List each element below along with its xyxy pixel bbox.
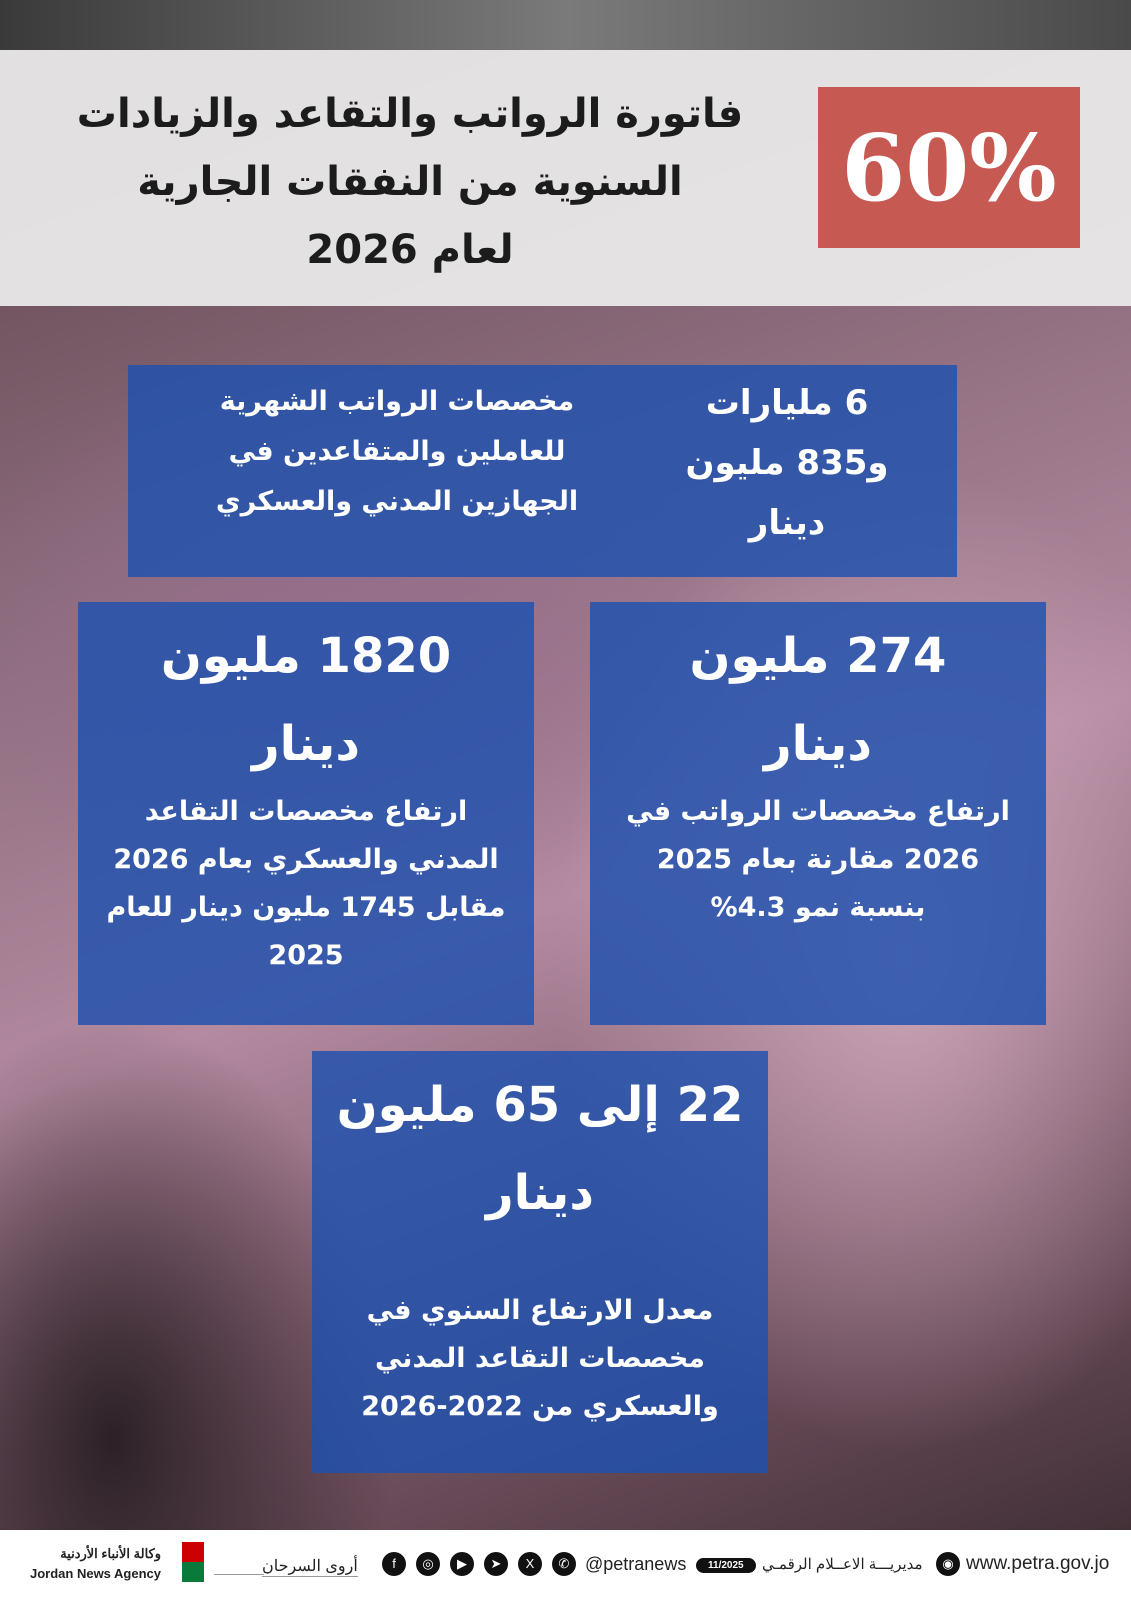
desc-line: مخصصات التقاعد المدني [374,1343,706,1374]
stat-description: مخصصات الرواتب الشهرية للعاملين والمتقاع… [167,377,627,527]
whatsapp-icon[interactable]: ✆ [552,1552,576,1576]
telegram-icon[interactable]: ➤ [484,1552,508,1576]
stat-value: 22 إلى 65 مليون دينار [312,1061,768,1237]
value-line: 1820 مليون [160,628,452,684]
instagram-icon[interactable]: ◎ [416,1552,440,1576]
title-line: السنوية من النفقات الجارية [137,159,683,205]
page-title: فاتورة الرواتب والتقاعد والزيادات السنوي… [40,80,780,284]
stat-value: 1820 مليون دينار [78,612,534,788]
globe-icon: ◉ [936,1552,960,1576]
desc-line: ارتفاع مخصصات الرواتب في [626,796,1010,827]
stat-box-salary-increase: 274 مليون دينار ارتفاع مخصصات الرواتب في… [590,602,1046,1025]
social-handle[interactable]: @petranews [585,1554,687,1574]
desc-line: والعسكري من 2022-2026 [361,1391,719,1422]
stat-value: 274 مليون دينار [590,612,1046,788]
value-line: و835 مليون [685,443,889,483]
social-icons: f ◎ ▶ ➤ X ✆ [372,1552,576,1576]
value-line: دينار [748,503,826,543]
stat-box-monthly-salaries: 6 مليارات و835 مليون دينار مخصصات الروات… [128,365,957,577]
desc-line: 2025 [268,940,344,971]
stat-box-pension-increase: 1820 مليون دينار ارتفاع مخصصات التقاعد ا… [78,602,534,1025]
department-name: مديريـــة الاعــلام الرقمـي [762,1556,923,1573]
desc-line: بنسبة نمو 4.3% [710,892,926,923]
value-line: 22 إلى 65 مليون [336,1077,744,1133]
title-line: لعام 2026 [306,227,514,273]
desc-line: 2026 مقارنة بعام 2025 [656,844,980,875]
top-photo-strip [0,0,1131,50]
website-link[interactable]: www.petra.gov.jo [966,1553,1110,1574]
desc-line: ارتفاع مخصصات التقاعد [144,796,468,827]
stat-description: ارتفاع مخصصات التقاعد المدني والعسكري بع… [78,788,534,980]
stat-description: معدل الارتفاع السنوي في مخصصات التقاعد ا… [312,1287,768,1431]
youtube-icon[interactable]: ▶ [450,1552,474,1576]
agency-logo-icon [182,1542,204,1582]
date-badge: 11/2025 [696,1558,756,1573]
desc-line: للعاملين والمتقاعدين في [228,436,566,467]
value-line: دينار [252,716,360,772]
percent-badge: 60% [818,87,1080,248]
facebook-icon[interactable]: f [382,1552,406,1576]
x-icon[interactable]: X [518,1552,542,1576]
agency-logo-text: وكالة الأنباء الأردنية Jordan News Agenc… [30,1544,161,1584]
footer: وكالة الأنباء الأردنية Jordan News Agenc… [0,1530,1131,1600]
value-line: دينار [764,716,872,772]
divider [214,1574,264,1575]
desc-line: الجهازين المدني والعسكري [215,486,579,517]
value-line: 274 مليون [689,628,947,684]
agency-name-ar: وكالة الأنباء الأردنية [60,1546,162,1561]
agency-name-en: Jordan News Agency [30,1566,162,1581]
value-line: دينار [486,1165,594,1221]
desc-line: المدني والعسكري بعام 2026 [113,844,499,875]
desc-line: مقابل 1745 مليون دينار للعام [106,892,506,923]
desc-line: مخصصات الرواتب الشهرية [219,386,575,417]
title-line: فاتورة الرواتب والتقاعد والزيادات [76,91,744,137]
stat-box-annual-pension-rate: 22 إلى 65 مليون دينار معدل الارتفاع السن… [312,1051,768,1473]
value-line: 6 مليارات [705,383,869,423]
stat-value: 6 مليارات و835 مليون دينار [657,373,917,553]
author-name: أروى السرحان [262,1558,358,1577]
desc-line: معدل الارتفاع السنوي في [366,1295,714,1326]
stat-description: ارتفاع مخصصات الرواتب في 2026 مقارنة بعا… [590,788,1046,932]
